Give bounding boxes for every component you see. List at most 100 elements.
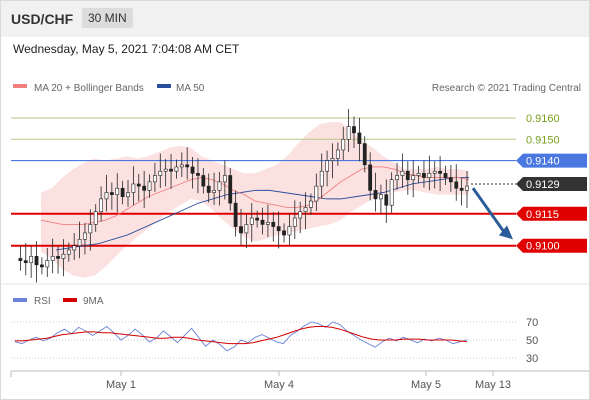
candle-body — [330, 158, 335, 161]
candle-body — [169, 168, 173, 172]
candle-body — [292, 217, 297, 227]
level-label-0.9160: 0.9160 — [526, 113, 560, 125]
candle-body — [239, 226, 243, 234]
candle-body — [109, 192, 114, 195]
level-tag-0.9100 — [516, 238, 587, 253]
candle-body — [212, 190, 216, 193]
candle-body — [228, 175, 233, 204]
candle-body — [136, 183, 141, 187]
candle-body — [131, 183, 136, 193]
rsi-legend-label: RSI — [34, 296, 51, 307]
candle-body — [325, 160, 329, 172]
candle-body — [77, 239, 82, 246]
candle-body — [158, 170, 163, 176]
ma20-legend-label: MA 20 + Bollinger Bands — [34, 83, 144, 94]
candle-body — [147, 181, 152, 191]
chart-header: USD/CHF 30 MIN — [1, 1, 589, 37]
candle-body — [185, 164, 190, 168]
candle-body — [416, 173, 421, 176]
candle-body — [422, 173, 426, 178]
rsi-tick-label-50: 50 — [526, 335, 538, 347]
candle-body — [66, 249, 71, 255]
level-label-0.9150: 0.9150 — [526, 134, 560, 146]
candle-body — [45, 260, 50, 268]
candle-body — [276, 226, 281, 232]
candle-body — [126, 192, 130, 198]
candle-body — [335, 149, 340, 159]
candle-body — [233, 202, 238, 227]
level-label-0.9129: 0.9129 — [526, 179, 560, 191]
candle-body — [72, 245, 77, 251]
level-tag-0.9129 — [516, 176, 587, 191]
candle-body — [23, 260, 28, 264]
candle-body — [163, 168, 168, 172]
candle-body — [61, 253, 66, 259]
forecast-arrow-head — [499, 225, 513, 240]
bollinger-band — [41, 122, 469, 278]
rsi-line — [14, 321, 468, 352]
candle-body — [319, 170, 324, 187]
candle-body — [459, 187, 464, 191]
candle-body — [142, 185, 147, 191]
forecast-arrow-shaft — [471, 187, 507, 235]
x-tick-label-0: May 1 — [106, 379, 136, 391]
candle-body — [99, 198, 103, 212]
candle-body — [120, 187, 125, 198]
candle-body — [362, 143, 367, 166]
candle-body — [454, 181, 459, 189]
rsi-tick-label-70: 70 — [526, 317, 538, 329]
candle-body — [266, 221, 270, 225]
candle-body — [438, 170, 442, 174]
candle-body — [443, 173, 448, 178]
candle-body — [352, 126, 356, 134]
candle-body — [88, 224, 93, 234]
candle-body — [314, 185, 319, 202]
candle-body — [196, 173, 200, 176]
candle-body — [217, 181, 222, 191]
candle-body — [282, 230, 286, 236]
candle-body — [244, 224, 249, 234]
candle-body — [201, 175, 206, 187]
x-tick-label-2: May 5 — [411, 379, 441, 391]
candle-body — [368, 164, 373, 191]
candle-body — [373, 190, 378, 200]
ma20-line — [40, 166, 470, 225]
candle-body — [287, 226, 292, 236]
candle-body — [93, 211, 98, 225]
candle-body — [56, 256, 60, 259]
level-label-0.9115: 0.9115 — [526, 209, 559, 221]
candle-body — [174, 166, 179, 172]
candle-body — [384, 194, 389, 206]
level-label-0.9100: 0.9100 — [526, 241, 560, 253]
candle-body — [260, 219, 265, 225]
candle-body — [309, 200, 313, 208]
candle-body — [432, 170, 437, 174]
symbol-title: USD/CHF — [11, 11, 74, 27]
rsi-tick-label-30: 30 — [526, 353, 538, 365]
rsi-legend-swatch — [13, 298, 27, 302]
ma9-legend-label: 9MA — [83, 296, 104, 307]
candle-body — [34, 256, 39, 266]
candle-body — [179, 164, 184, 168]
candle-body — [104, 192, 109, 200]
candle-body — [298, 211, 303, 219]
ma50-line — [55, 177, 469, 251]
candle-body — [465, 185, 469, 191]
candle-body — [341, 139, 346, 151]
candle-body — [206, 185, 211, 193]
candle-body — [271, 221, 276, 227]
candle-body — [303, 207, 308, 212]
level-label-0.9140: 0.9140 — [526, 156, 560, 168]
candle-body — [400, 170, 405, 176]
ma9-legend-swatch — [63, 298, 77, 302]
credit-text: Research © 2021 Trading Central — [432, 83, 581, 94]
candle-body — [389, 179, 394, 206]
x-tick-label-3: May 13 — [475, 379, 511, 391]
candle-body — [346, 126, 351, 140]
timeframe-button[interactable]: 30 MIN — [82, 8, 133, 28]
candle-body — [40, 264, 44, 268]
rsi-ma9-line — [15, 326, 468, 345]
ma50-legend-label: MA 50 — [176, 83, 205, 94]
